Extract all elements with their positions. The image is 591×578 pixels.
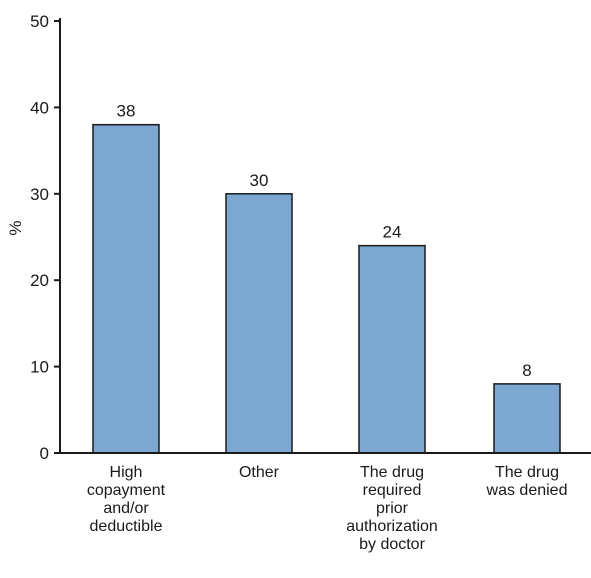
bar: [493, 383, 561, 454]
y-tick-label: 30: [30, 185, 49, 204]
x-category-label: The drug was denied: [486, 464, 568, 499]
y-ticks: 0 10 20 30 40 50: [30, 12, 60, 463]
y-tick-label: 40: [30, 98, 49, 117]
y-tick-label: 0: [40, 444, 49, 463]
value-labels: 38 30 24 8: [117, 102, 532, 380]
bars-layer: [92, 123, 561, 454]
y-tick-label: 10: [30, 358, 49, 377]
category-labels: High copayment and/or deductible Other The dr…: [87, 464, 568, 553]
bar: [225, 193, 293, 454]
bar-value-label: 8: [522, 361, 531, 380]
x-category-label: High copayment and/or deductible: [87, 464, 166, 535]
bar-value-label: 24: [383, 223, 402, 242]
y-tick-label: 50: [30, 12, 49, 31]
x-category-label: Other: [239, 464, 280, 481]
axes-layer: [59, 18, 591, 454]
bar: [358, 244, 426, 454]
bar-value-label: 38: [117, 102, 136, 121]
bar-value-label: 30: [250, 171, 269, 190]
x-category-label: The drug required prior authorization by doc…: [346, 464, 438, 553]
bar: [92, 123, 160, 454]
y-tick-label: 20: [30, 271, 49, 290]
y-axis-title: %: [6, 220, 25, 235]
